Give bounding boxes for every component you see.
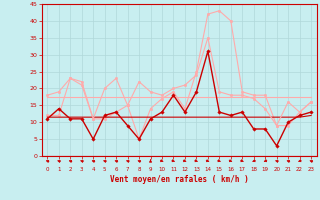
X-axis label: Vent moyen/en rafales ( km/h ): Vent moyen/en rafales ( km/h ) bbox=[110, 175, 249, 184]
